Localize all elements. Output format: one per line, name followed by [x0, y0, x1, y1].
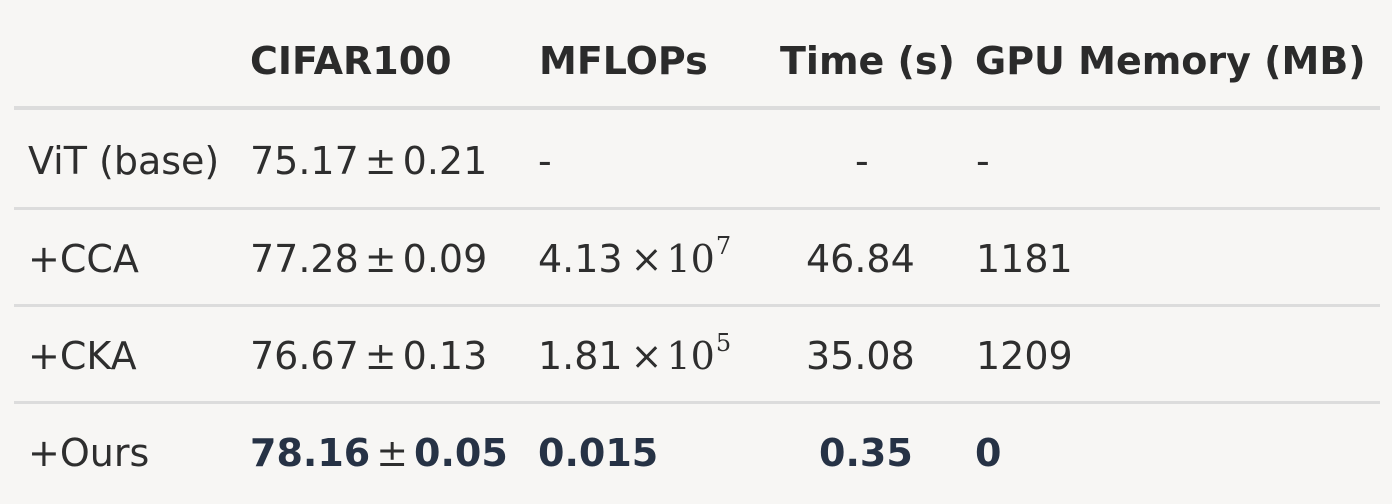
header-cifar100: CIFAR100 — [250, 39, 452, 83]
row-cka-method: +CKA — [28, 334, 137, 378]
mflops-base: 10 — [666, 334, 715, 378]
row-cca-gpu: 1181 — [976, 237, 1073, 281]
cifar-mean: 75.17 — [250, 139, 359, 183]
row-cca-mflops: 4.13 × 107 — [538, 234, 731, 281]
row-vit-mflops: - — [538, 139, 552, 183]
header-time: Time (s) — [780, 39, 955, 83]
cifar-std: 0.05 — [414, 431, 508, 475]
row-ours-gpu: 0 — [975, 431, 1002, 475]
cifar-std: 0.21 — [402, 139, 488, 183]
row-cka-gpu: 1209 — [976, 334, 1073, 378]
plus-minus-sign: ± — [364, 139, 397, 183]
row-vit-gpu: - — [976, 139, 990, 183]
row-cka-time: 35.08 — [806, 334, 915, 378]
row-cca-method: +CCA — [28, 237, 139, 281]
row-divider — [14, 401, 1380, 404]
times-sign: × — [630, 334, 663, 378]
row-cca-time: 46.84 — [806, 237, 915, 281]
row-divider — [14, 304, 1380, 307]
mflops-base: 10 — [666, 237, 715, 281]
plus-minus-sign: ± — [376, 431, 409, 475]
row-ours-method: +Ours — [28, 431, 150, 475]
results-table: CIFAR100 MFLOPs Time (s) GPU Memory (MB)… — [14, 0, 1380, 504]
cifar-mean: 76.67 — [250, 334, 359, 378]
row-cca-cifar: 77.28 ±0.09 — [250, 240, 487, 278]
row-vit-method: ViT (base) — [28, 139, 220, 183]
cifar-std: 0.13 — [402, 334, 488, 378]
header-mflops: MFLOPs — [539, 39, 708, 83]
row-vit-time: - — [855, 139, 869, 183]
plus-minus-sign: ± — [364, 237, 397, 281]
row-ours-time: 0.35 — [819, 431, 913, 475]
cifar-mean: 78.16 — [250, 431, 371, 475]
row-cka-cifar: 76.67 ±0.13 — [250, 337, 487, 375]
row-ours-mflops: 0.015 — [538, 431, 659, 475]
mflops-exponent: 7 — [715, 232, 732, 260]
plus-minus-sign: ± — [364, 334, 397, 378]
mflops-mantissa: 4.13 — [538, 237, 623, 281]
row-ours-cifar: 78.16 ±0.05 — [250, 434, 508, 472]
header-rule — [14, 106, 1380, 110]
row-divider — [14, 207, 1380, 210]
times-sign: × — [630, 237, 663, 281]
mflops-mantissa: 1.81 — [538, 334, 623, 378]
cifar-std: 0.09 — [402, 237, 488, 281]
header-gpu-memory: GPU Memory (MB) — [975, 39, 1366, 83]
cifar-mean: 77.28 — [250, 237, 359, 281]
row-cka-mflops: 1.81 × 105 — [538, 331, 731, 378]
row-vit-cifar: 75.17 ±0.21 — [250, 142, 487, 180]
mflops-exponent: 5 — [715, 329, 732, 357]
